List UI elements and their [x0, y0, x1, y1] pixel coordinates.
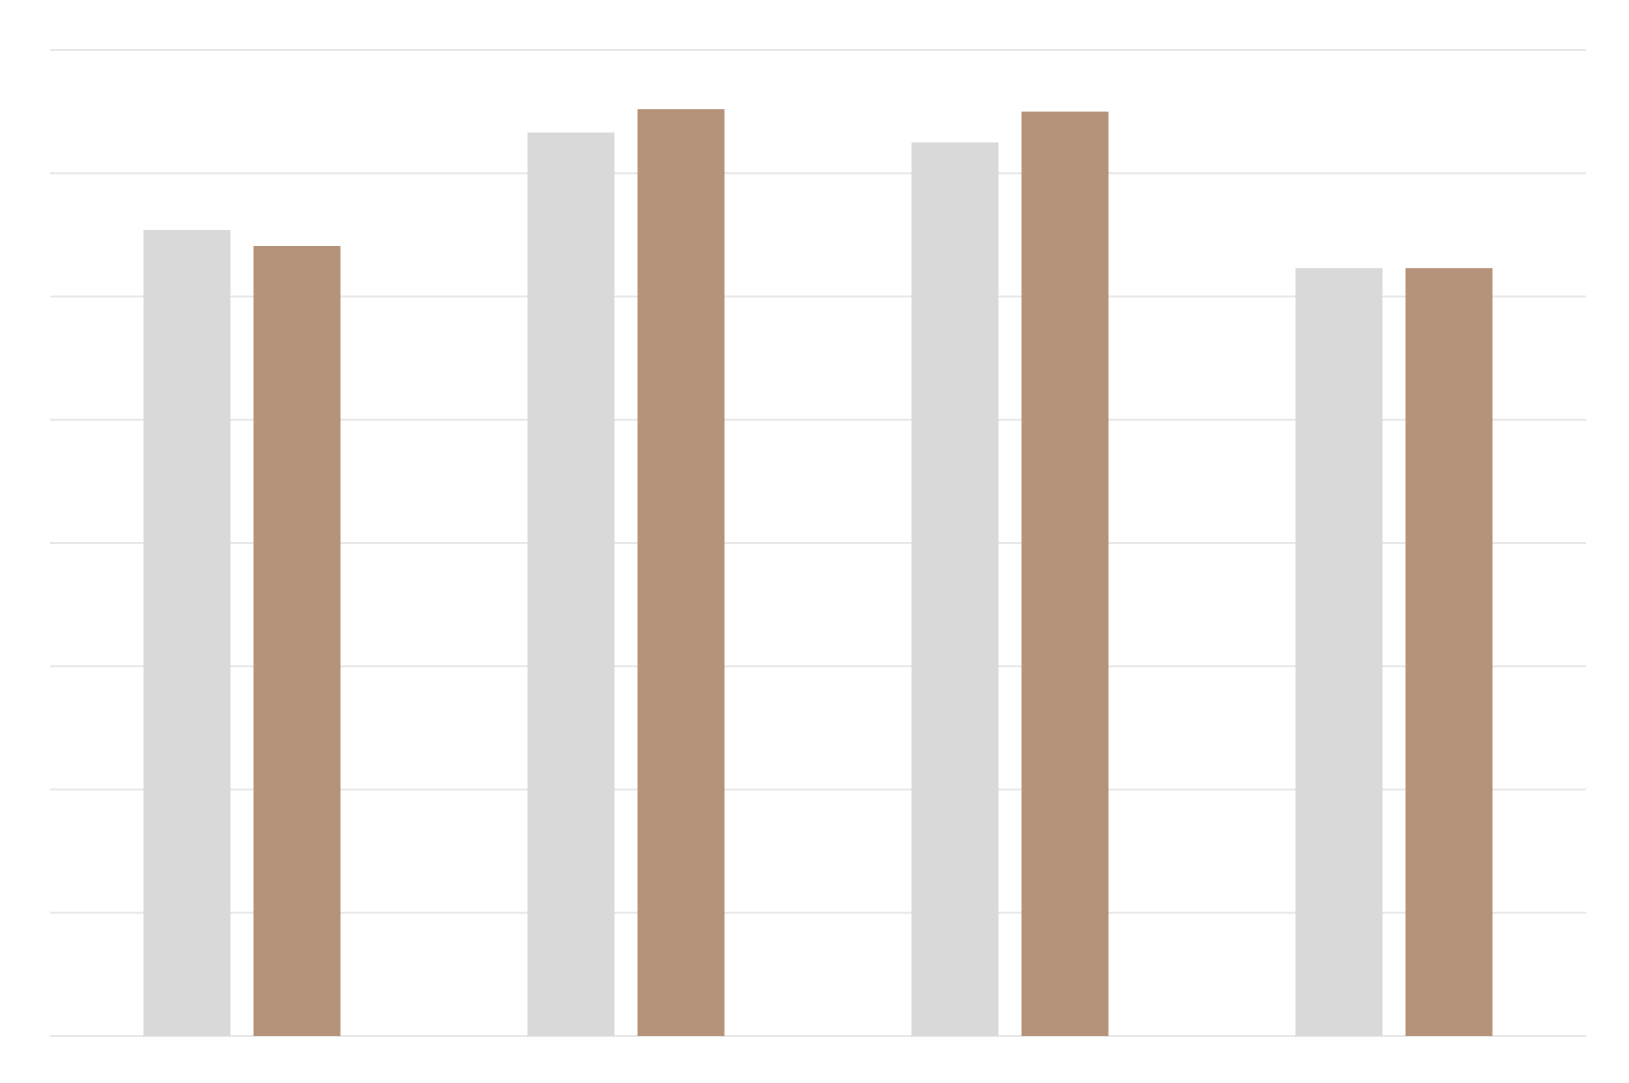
bar [1295, 268, 1383, 1037]
bar [911, 142, 999, 1036]
bar [143, 229, 231, 1036]
bar [637, 109, 725, 1036]
bar [253, 245, 341, 1036]
bar [1021, 111, 1109, 1036]
bar [527, 132, 615, 1036]
bar [1405, 268, 1493, 1037]
